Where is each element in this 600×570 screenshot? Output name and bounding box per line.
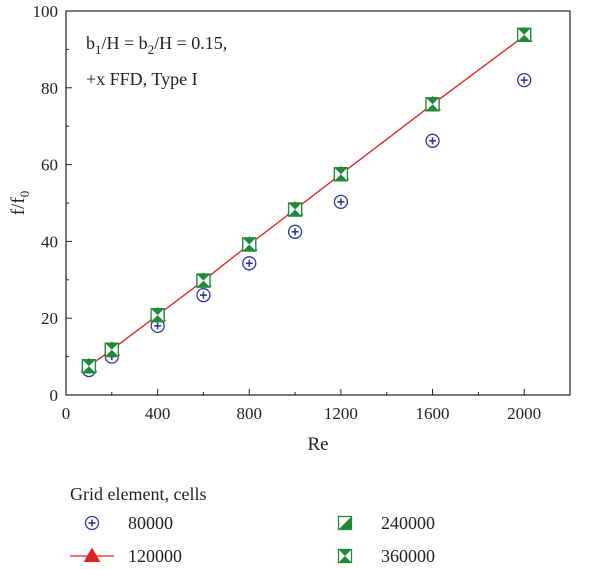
y-axis: 0 20 40 60 80 100 — [33, 2, 72, 405]
y-tick-label: 60 — [41, 156, 58, 175]
legend-marker — [337, 548, 353, 564]
legend-item-120000: 120000 — [70, 546, 182, 566]
point-360000 — [196, 273, 211, 288]
x-tick-label: 1600 — [416, 404, 450, 423]
point-80000 — [425, 133, 440, 148]
annotation-part-1: b — [86, 33, 95, 53]
y-axis-title: f/f0 — [8, 191, 32, 215]
legend-label: 120000 — [128, 546, 182, 566]
point-360000 — [333, 167, 349, 182]
point-80000 — [333, 194, 349, 209]
annotation-line-1: b1/H = b2/H = 0.15, — [86, 33, 227, 57]
annotation-subscript-2: 2 — [148, 42, 155, 57]
annotation-part-2: /H = b — [102, 33, 148, 53]
x-tick-label: 800 — [237, 404, 263, 423]
point-360000 — [81, 359, 97, 374]
y-tick-label: 100 — [33, 2, 59, 21]
legend-marker — [83, 547, 101, 562]
legend: 80000 120000 240000 360000 — [70, 513, 435, 566]
legend-item-240000: 240000 — [337, 513, 435, 533]
legend-marker — [84, 515, 100, 531]
x-axis-title: Re — [307, 434, 328, 455]
x-tick-label: 0 — [62, 404, 71, 423]
point-360000 — [425, 97, 440, 112]
point-80000 — [242, 256, 257, 271]
x-tick-label: 400 — [145, 404, 171, 423]
annotation-line-2: +x FFD, Type I — [86, 69, 198, 89]
point-360000 — [150, 307, 165, 323]
x-axis: 0 400 800 1200 1600 2000 — [62, 389, 541, 423]
point-80000 — [517, 72, 532, 88]
legend-marker — [337, 515, 353, 531]
point-360000 — [517, 27, 532, 42]
y-axis-title-main: f/f — [8, 197, 29, 216]
point-80000 — [196, 288, 211, 303]
x-tick-label: 2000 — [507, 404, 541, 423]
series-360000 — [81, 27, 532, 374]
legend-label: 80000 — [128, 513, 173, 533]
y-tick-label: 80 — [41, 79, 58, 98]
annotation-subscript-1: 1 — [95, 42, 102, 57]
legend-label: 360000 — [381, 546, 435, 566]
legend-title: Grid element, cells — [70, 484, 206, 504]
y-axis-title-subscript: 0 — [17, 191, 32, 198]
point-360000 — [104, 342, 119, 357]
annotation-part-3: /H = 0.15, — [154, 33, 227, 53]
legend-item-80000: 80000 — [84, 513, 173, 533]
series-80000 — [81, 72, 532, 378]
y-tick-label: 40 — [41, 232, 58, 251]
point-360000 — [242, 237, 257, 252]
y-tick-label: 20 — [41, 309, 58, 328]
point-80000 — [287, 224, 303, 239]
legend-label: 240000 — [381, 513, 435, 533]
legend-item-360000: 360000 — [337, 546, 435, 566]
point-360000 — [287, 202, 303, 217]
x-tick-label: 1200 — [324, 404, 358, 423]
y-tick-label: 0 — [50, 386, 59, 405]
